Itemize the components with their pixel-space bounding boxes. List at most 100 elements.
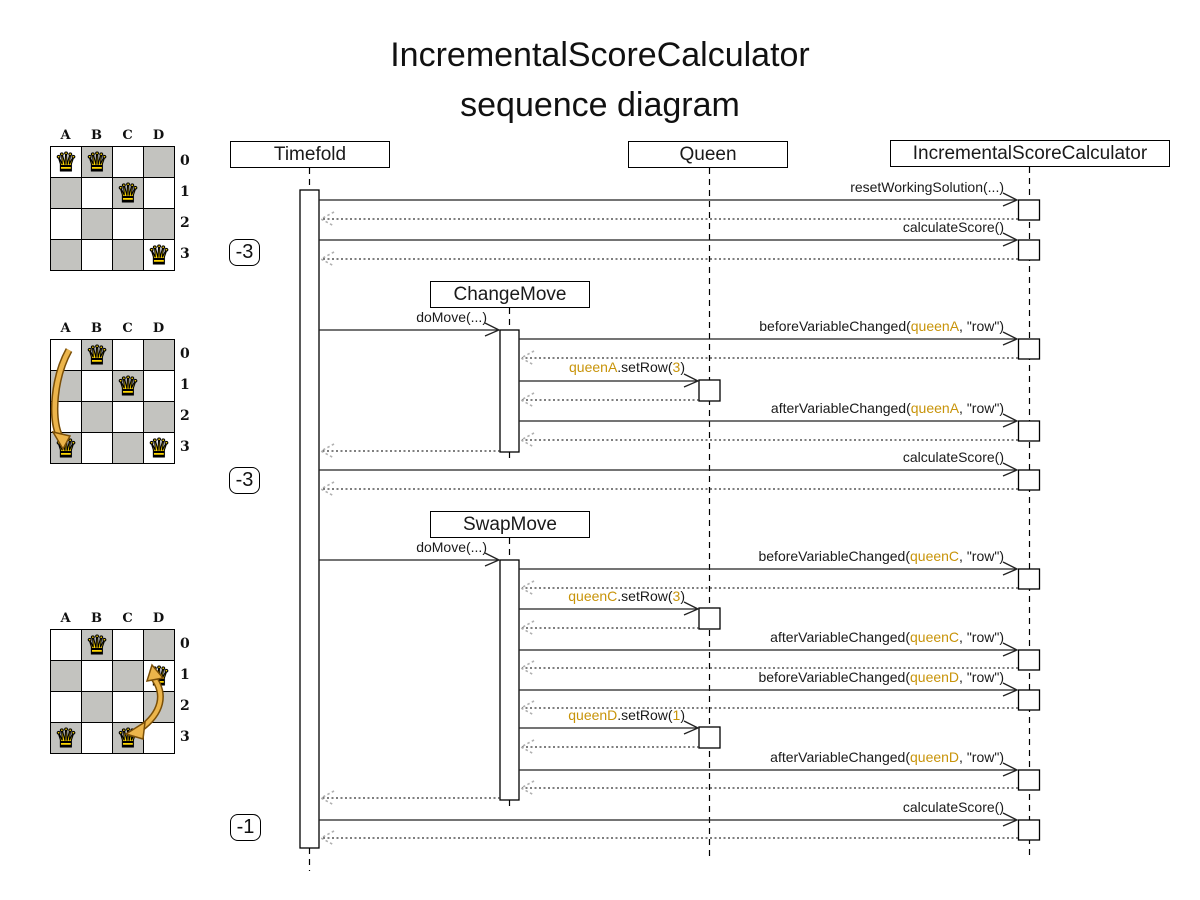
- score-badge-after-swap-move: -1: [230, 814, 261, 841]
- calculator-activation-boxes: [1017, 199, 1041, 841]
- message-do-move-1: doMove(...): [416, 309, 487, 325]
- board-cell: ♛: [113, 370, 144, 402]
- board-cell: ♛: [51, 146, 82, 178]
- board-cell: [144, 371, 175, 402]
- board-cell: [113, 402, 144, 433]
- board-cell: [82, 723, 113, 754]
- row-label: 3: [180, 729, 190, 745]
- board-cell: [113, 630, 144, 661]
- queen-icon: ♛: [147, 239, 171, 270]
- board-cell: ♛: [113, 177, 144, 209]
- column-label: A: [60, 611, 71, 626]
- swap-move-activation-bar: [499, 559, 520, 801]
- board-cell: ♛: [144, 239, 175, 271]
- message-after-variable-changed-queen-a: afterVariableChanged(queenA, "row"): [770, 400, 1004, 416]
- row-label: 2: [180, 215, 190, 231]
- lifeline-timefold: Timefold: [230, 141, 390, 168]
- column-label: D: [152, 321, 165, 336]
- message-reset-working-solution: resetWorkingSolution(...): [850, 179, 1004, 195]
- column-label: B: [91, 321, 102, 336]
- column-label: B: [91, 611, 102, 626]
- score-badge-after-change-move: -3: [229, 467, 260, 494]
- row-label: 2: [180, 408, 190, 424]
- board-cell: [51, 692, 82, 723]
- board-column-labels: A B C D: [50, 611, 175, 629]
- message-calculate-score-2: calculateScore(): [902, 449, 1004, 465]
- board-cell: ♛: [82, 629, 113, 661]
- return-arrows: [322, 218, 1018, 839]
- score-badge-initial: -3: [229, 239, 260, 266]
- column-label: D: [152, 611, 165, 626]
- diagram-title-line1: IncrementalScoreCalculator: [390, 36, 810, 74]
- board-cell: [82, 433, 113, 464]
- row-label: 0: [180, 346, 190, 362]
- queen-activation-boxes: [698, 379, 721, 749]
- column-label: B: [91, 128, 102, 143]
- row-label: 0: [180, 153, 190, 169]
- row-label: 1: [180, 667, 190, 683]
- board-cell: [82, 240, 113, 271]
- activation-bars: [299, 189, 520, 849]
- board-grid: ♛ ♛ ♛ ♛: [50, 146, 175, 271]
- queen-icon: ♛: [116, 370, 140, 401]
- message-after-variable-changed-queen-d: afterVariableChanged(queenD, "row"): [770, 749, 1004, 765]
- board-cell: [144, 630, 175, 661]
- message-calculate-score-3: calculateScore(): [902, 799, 1004, 815]
- board-cell: [113, 433, 144, 464]
- queen-icon: ♛: [85, 339, 109, 370]
- board-cell: [82, 209, 113, 240]
- board-row-labels: 0 1 2 3: [180, 629, 190, 753]
- board-cell: [82, 661, 113, 692]
- board-cell: [113, 340, 144, 371]
- board-cell: [144, 178, 175, 209]
- board-cell: [51, 209, 82, 240]
- queen-icon: ♛: [147, 432, 171, 463]
- row-label: 2: [180, 698, 190, 714]
- lifeline-swap-move: SwapMove: [430, 511, 590, 538]
- row-label: 3: [180, 246, 190, 262]
- queen-icon: ♛: [85, 629, 109, 660]
- board-cell: [113, 147, 144, 178]
- board-cell: [144, 402, 175, 433]
- message-after-variable-changed-queen-c: afterVariableChanged(queenC, "row"): [770, 629, 1004, 645]
- board-cell: [82, 402, 113, 433]
- message-before-variable-changed-queen-c: beforeVariableChanged(queenC, "row"): [758, 548, 1004, 564]
- message-set-row-queen-a: queenA.setRow(3): [569, 359, 685, 375]
- message-calculate-score-1: calculateScore(): [902, 219, 1004, 235]
- board-row-labels: 0 1 2 3: [180, 339, 190, 463]
- column-label: A: [60, 321, 71, 336]
- board-row-labels: 0 1 2 3: [180, 146, 190, 270]
- call-arrows: [319, 192, 1019, 827]
- board-cell: [82, 371, 113, 402]
- message-do-move-2: doMove(...): [416, 539, 487, 555]
- column-label: A: [60, 128, 71, 143]
- timefold-activation-bar: [299, 189, 320, 849]
- lifeline-incremental-score-calculator: IncrementalScoreCalculator: [890, 140, 1170, 167]
- row-label: 0: [180, 636, 190, 652]
- row-label: 3: [180, 439, 190, 455]
- board-cell: [82, 692, 113, 723]
- board-cell: [82, 178, 113, 209]
- board-cell: ♛: [144, 432, 175, 464]
- board-column-labels: A B C D: [50, 128, 175, 146]
- queen-icon: ♛: [116, 177, 140, 208]
- lifeline-queen: Queen: [628, 141, 788, 168]
- queen-icon: ♛: [54, 146, 78, 177]
- board-cell: [113, 240, 144, 271]
- lifeline-dashes: [308, 167, 1031, 871]
- board-cell: [51, 630, 82, 661]
- board-cell: ♛: [82, 339, 113, 371]
- board-cell: ♛: [82, 146, 113, 178]
- lifeline-change-move: ChangeMove: [430, 281, 590, 308]
- column-label: D: [152, 128, 165, 143]
- board-cell: [113, 209, 144, 240]
- queen-icon: ♛: [54, 722, 78, 753]
- change-move-activation-bar: [499, 329, 520, 453]
- diagram-title-line2: sequence diagram: [460, 86, 740, 124]
- board-cell: ♛: [51, 722, 82, 754]
